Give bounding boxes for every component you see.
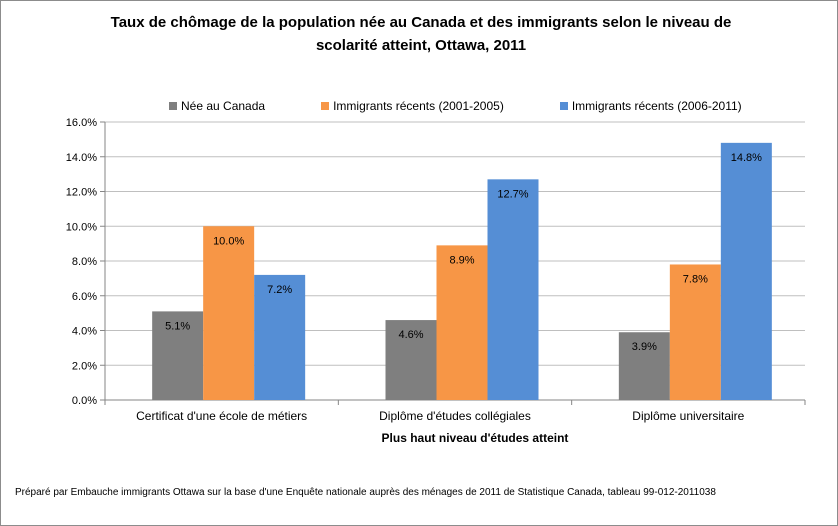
y-tick-label: 8.0% xyxy=(72,256,97,268)
bar xyxy=(385,320,437,400)
chart-title: Taux de chômage de la population née au … xyxy=(110,14,732,54)
bar xyxy=(720,142,772,400)
chart-legend: Née au Canada Immigrants récents (2001-2… xyxy=(169,97,742,115)
data-label: 8.9% xyxy=(449,254,474,266)
data-label: 5.1% xyxy=(165,320,190,332)
data-label: 10.0% xyxy=(213,235,244,247)
legend-item-immigrants-2006-2011: Immigrants récents (2006-2011) xyxy=(559,99,742,113)
legend-swatch-immigrants-2006-2011 xyxy=(559,102,568,110)
x-axis-title: Plus haut niveau d'études atteint xyxy=(382,431,569,445)
y-tick-label: 16.0% xyxy=(66,117,97,129)
x-tick-label: Diplôme universitaire xyxy=(632,409,744,423)
legend-swatch-ne-au-canada xyxy=(169,102,177,110)
x-tick-label: Diplôme d'études collégiales xyxy=(379,409,531,423)
y-tick-label: 0.0% xyxy=(72,395,97,407)
data-label: 4.6% xyxy=(398,329,423,341)
data-label: 14.8% xyxy=(731,152,762,164)
legend-swatch-immigrants-2001-2005 xyxy=(321,102,330,110)
y-tick-label: 14.0% xyxy=(66,152,97,164)
bar xyxy=(254,274,306,400)
y-tick-label: 10.0% xyxy=(66,221,97,233)
legend-label-ne-au-canada: Née au Canada xyxy=(181,99,266,113)
source-note: Préparé par Embauche immigrants Ottawa s… xyxy=(15,487,716,498)
bar xyxy=(487,179,539,400)
bar xyxy=(436,245,488,400)
bar xyxy=(669,264,721,400)
legend-label-immigrants-2001-2005: Immigrants récents (2001-2005) xyxy=(333,99,504,113)
legend-item-immigrants-2001-2005: Immigrants récents (2001-2005) xyxy=(321,99,504,113)
data-label: 3.9% xyxy=(632,341,657,353)
data-label: 12.7% xyxy=(497,188,528,200)
legend-label-immigrants-2006-2011: Immigrants récents (2006-2011) xyxy=(571,99,742,113)
y-tick-label: 12.0% xyxy=(66,187,97,199)
data-label: 7.8% xyxy=(683,273,708,285)
bar xyxy=(152,311,204,400)
y-tick-label: 6.0% xyxy=(72,291,97,303)
x-tick-label: Certificat d'une école de métiers xyxy=(136,409,307,423)
legend-item-ne-au-canada: Née au Canada xyxy=(169,99,265,113)
bar xyxy=(618,332,670,400)
y-tick-label: 2.0% xyxy=(72,360,97,372)
y-tick-label: 4.0% xyxy=(72,326,97,338)
bar xyxy=(203,226,255,400)
data-label: 7.2% xyxy=(267,284,292,296)
